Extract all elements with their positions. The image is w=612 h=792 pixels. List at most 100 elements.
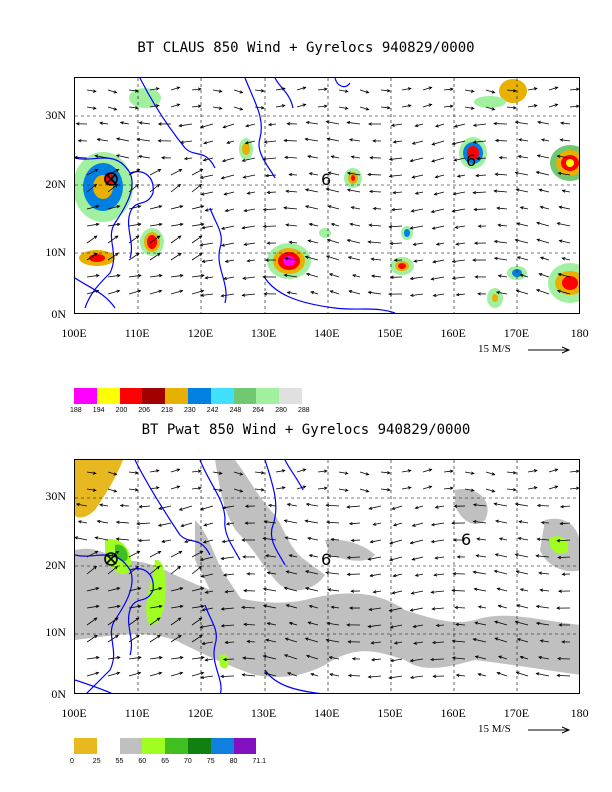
wind-vector [393, 573, 403, 577]
wind-vector-head [491, 90, 496, 94]
y-label-0n: 0N [51, 687, 66, 701]
x-label: 180 [570, 326, 589, 340]
wind-vector-head [407, 469, 412, 473]
wind-vector-head [514, 620, 519, 624]
wind-vector-head [472, 140, 477, 144]
wind-vector-head [414, 573, 419, 577]
wind-vector-head [368, 607, 373, 612]
wind-vector-head [323, 87, 328, 91]
wind-vector [389, 174, 403, 177]
wind-vector [223, 573, 235, 576]
wind-vector [107, 290, 120, 295]
wind-vector-head [516, 604, 521, 608]
wind-vector [285, 257, 298, 261]
wind-vector [393, 140, 403, 143]
wind-vector [569, 470, 579, 473]
wind-vector-head [114, 235, 119, 239]
svg-text:6: 6 [321, 550, 331, 569]
wind-vector [263, 537, 277, 541]
wind-vector [306, 121, 319, 125]
wind-vector [263, 588, 277, 592]
wind-vector [305, 587, 319, 592]
wind-vector-head [161, 539, 166, 543]
wind-vector-head [281, 469, 286, 473]
wind-vector [415, 191, 424, 195]
wind-vector [326, 121, 340, 125]
wind-vector [410, 539, 424, 544]
wind-vector [435, 556, 445, 559]
wind-vector-head [497, 604, 502, 608]
wind-vector [443, 105, 453, 108]
wind-vector-head [119, 503, 124, 508]
wind-vector-head [517, 155, 522, 159]
wind-vector-head [413, 641, 418, 645]
wind-vector [286, 190, 298, 193]
wind-vector-head [198, 235, 203, 239]
wind-vector-head [474, 621, 479, 625]
wind-vector-head [246, 639, 251, 644]
wind-vector [284, 140, 298, 142]
wind-vector-head [179, 140, 184, 144]
wind-vector [331, 538, 340, 541]
wind-vector-head [93, 565, 98, 570]
y-label-10n: 10N [45, 245, 66, 259]
wind-vector-head [197, 104, 202, 108]
wind-vector-head [348, 138, 353, 142]
colorbar-swatch [210, 388, 234, 404]
wind-vector-head [265, 638, 270, 642]
wind-vector [455, 225, 466, 229]
wind-vector-head [116, 274, 121, 278]
wind-vector-head [494, 138, 499, 143]
wind-vector-head [138, 121, 143, 125]
wind-vector [120, 505, 130, 507]
wind-vector-head [157, 523, 162, 527]
wind-vector [289, 622, 298, 626]
wind-vector [107, 471, 117, 476]
wind-vector [473, 638, 487, 643]
wind-vector [392, 208, 403, 211]
wind-vector [536, 239, 550, 244]
colorbar-swatch [142, 738, 166, 754]
wind-vector [431, 276, 445, 280]
colorbar-swatch [119, 738, 143, 754]
wind-vector [306, 503, 319, 507]
wind-vector [475, 656, 487, 660]
wind-vector [536, 673, 550, 677]
wind-vector [518, 520, 529, 524]
wind-vector-head [536, 154, 541, 158]
wind-vector-head [451, 259, 456, 264]
wind-vector-head [242, 656, 247, 660]
wind-vector [338, 488, 348, 491]
wind-vector [349, 290, 361, 295]
wind-vector-head [519, 588, 524, 592]
wind-vector [284, 207, 298, 210]
wind-vector [569, 88, 579, 91]
wind-vector-head [288, 554, 293, 558]
wind-vector-head [116, 671, 121, 675]
cloud-field [75, 79, 579, 308]
wind-vector [225, 259, 235, 263]
wind-vector-head [160, 156, 165, 160]
wind-vector [390, 624, 403, 628]
wind-vector-head [367, 290, 372, 295]
wind-vector-head [496, 206, 501, 210]
wind-vector-head [411, 523, 416, 527]
wind-vector [431, 590, 445, 593]
wind-vector-head [138, 505, 143, 509]
wind-vector-head [220, 556, 225, 561]
wind-vector-head [325, 120, 330, 124]
wind-vector-head [224, 259, 229, 263]
wind-vector [170, 205, 183, 210]
wind-vector-head [554, 103, 559, 107]
wind-vector-head [226, 140, 231, 144]
wind-vector-head [407, 104, 412, 108]
wind-vector [541, 522, 550, 524]
wind-vector [369, 505, 382, 510]
wind-vector-head [414, 123, 419, 128]
wind-vector-head [428, 86, 433, 90]
wind-vector-head [305, 654, 310, 658]
wind-vector [264, 672, 277, 677]
wind-vector-head [537, 120, 541, 125]
wind-vector-head [365, 489, 370, 493]
wind-vector [540, 257, 550, 261]
